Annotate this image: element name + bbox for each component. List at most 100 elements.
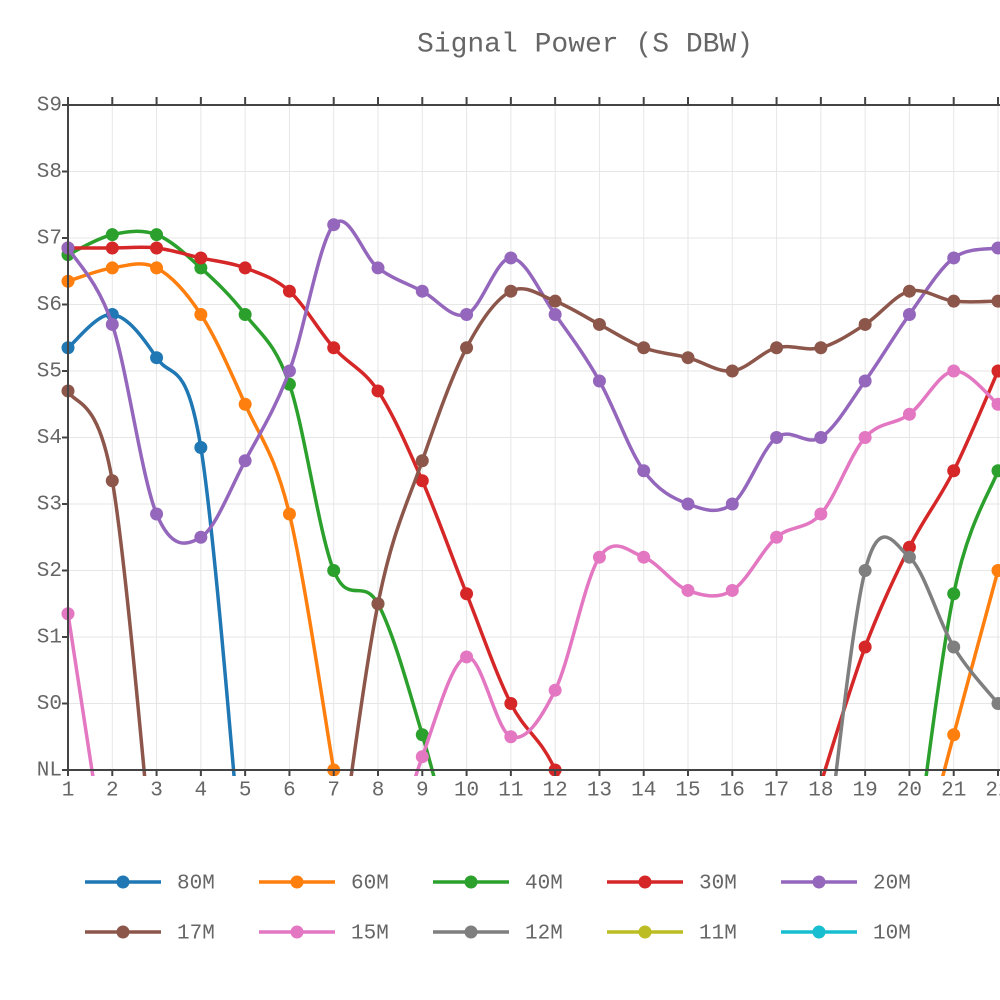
- x-tick-label: 20: [897, 780, 922, 803]
- data-point: [194, 261, 208, 275]
- legend-item[interactable]: 17M: [85, 923, 215, 946]
- legend-item[interactable]: 20M: [781, 873, 911, 896]
- data-point: [637, 550, 651, 564]
- x-tick-label: 13: [587, 780, 612, 803]
- data-point: [902, 550, 916, 564]
- data-point: [460, 307, 474, 321]
- data-point: [725, 364, 739, 378]
- data-point: [105, 261, 119, 275]
- data-point: [105, 317, 119, 331]
- y-tick-label: S9: [37, 95, 62, 118]
- data-point: [150, 228, 164, 242]
- legend-item[interactable]: 40M: [433, 873, 563, 896]
- legend-marker: [464, 875, 478, 889]
- data-point: [194, 251, 208, 265]
- series-line: [67, 229, 436, 776]
- data-point: [371, 384, 385, 398]
- legend-label: 20M: [873, 873, 911, 896]
- x-tick-label: 10: [454, 780, 479, 803]
- legend-marker: [638, 925, 652, 939]
- data-point: [991, 364, 1000, 378]
- legend-label: 15M: [351, 923, 389, 946]
- y-tick-label: NL: [37, 760, 62, 783]
- data-point: [372, 897, 385, 910]
- x-tick-label: 21: [941, 780, 966, 803]
- data-point: [770, 530, 784, 544]
- data-point: [814, 431, 828, 444]
- x-tick-label: 12: [543, 780, 568, 803]
- y-tick-label: S3: [37, 494, 62, 517]
- y-tick-label: S8: [37, 161, 62, 184]
- data-point: [150, 351, 164, 365]
- data-point: [902, 407, 916, 421]
- data-point: [725, 497, 739, 511]
- data-point: [947, 728, 961, 742]
- x-tick-label: 9: [416, 780, 429, 803]
- data-point: [858, 431, 872, 444]
- series-line: [349, 286, 999, 776]
- plot-area: [61, 218, 1000, 910]
- data-point: [858, 640, 872, 654]
- x-tick-label: 18: [808, 780, 833, 803]
- data-point: [150, 261, 164, 275]
- data-point: [238, 261, 252, 275]
- data-point: [592, 550, 606, 564]
- data-point: [991, 397, 1000, 411]
- legend-marker: [116, 925, 130, 939]
- x-tick-label: 22: [985, 780, 1000, 803]
- data-point: [814, 507, 828, 521]
- x-tick-label: 17: [764, 780, 789, 803]
- y-tick-label: S4: [37, 427, 62, 450]
- data-point: [238, 307, 252, 321]
- data-point: [105, 241, 119, 255]
- data-point: [504, 251, 518, 265]
- x-tick-label: 6: [283, 780, 296, 803]
- data-point: [548, 683, 562, 697]
- legend-item[interactable]: 11M: [607, 923, 737, 946]
- data-point: [725, 583, 739, 597]
- x-tick-label: 15: [675, 780, 700, 803]
- data-point: [593, 897, 606, 910]
- legend-item[interactable]: 60M: [259, 873, 389, 896]
- legend-label: 80M: [177, 873, 215, 896]
- data-point: [947, 251, 961, 265]
- x-tick-label: 2: [106, 780, 119, 803]
- data-point: [194, 530, 208, 544]
- data-point: [415, 284, 429, 298]
- legend-item[interactable]: 15M: [259, 923, 389, 946]
- legend-label: 30M: [699, 873, 737, 896]
- data-point: [947, 640, 961, 654]
- legend-item[interactable]: 10M: [781, 923, 911, 946]
- series-line: [68, 245, 560, 776]
- legend-item[interactable]: 30M: [607, 873, 737, 896]
- data-point: [327, 564, 341, 577]
- data-point: [460, 587, 474, 601]
- legend-item[interactable]: 12M: [433, 923, 563, 946]
- series-line: [924, 470, 1000, 776]
- data-point: [637, 341, 651, 355]
- data-point: [504, 697, 518, 710]
- legend-marker: [464, 925, 478, 939]
- data-point: [548, 307, 562, 321]
- data-point: [282, 364, 296, 378]
- data-point: [460, 897, 473, 910]
- data-point: [504, 284, 518, 298]
- legend-label: 11M: [699, 923, 737, 946]
- data-point: [415, 474, 429, 488]
- data-point: [991, 697, 1000, 710]
- y-tick-label: S5: [37, 361, 62, 384]
- legend-item[interactable]: 80M: [85, 873, 215, 896]
- legend-marker: [116, 875, 130, 889]
- data-point: [460, 650, 474, 664]
- data-point: [327, 341, 341, 355]
- legend-label: 60M: [351, 873, 389, 896]
- series-line: [66, 613, 95, 776]
- data-point: [681, 497, 695, 511]
- data-point: [327, 218, 341, 232]
- data-point: [415, 750, 429, 764]
- x-tick-label: 3: [150, 780, 163, 803]
- series-line: [66, 390, 147, 776]
- legend-label: 12M: [525, 923, 563, 946]
